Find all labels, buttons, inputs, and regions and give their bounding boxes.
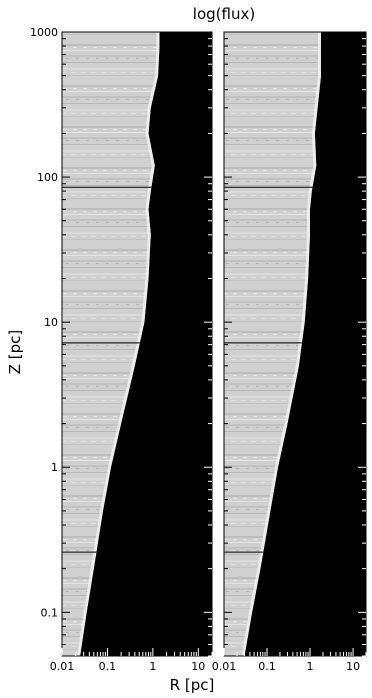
x-tick-label: 0.01 xyxy=(212,660,237,673)
y-tick-label: 1 xyxy=(51,461,58,474)
y-tick-label: 1000 xyxy=(30,26,58,39)
panel-frame xyxy=(223,31,367,657)
boundary-glow xyxy=(241,32,321,657)
y-tick-label: 10 xyxy=(44,316,58,329)
y-axis-label: Z [pc] xyxy=(6,330,24,375)
x-tick-label: 10 xyxy=(191,660,205,673)
y-tick-label: 0.1 xyxy=(41,606,59,619)
panel-left xyxy=(62,32,212,657)
x-tick-label: 0.1 xyxy=(99,660,117,673)
x-tick-label: 0.01 xyxy=(50,660,75,673)
x-tick-label: 1 xyxy=(149,660,156,673)
x-axis-label: R [pc] xyxy=(170,676,215,694)
y-tick-label: 100 xyxy=(37,171,58,184)
bright-region xyxy=(224,32,321,656)
panel-right xyxy=(224,32,366,657)
x-tick-label: 0.1 xyxy=(258,660,276,673)
x-tick-label: 10 xyxy=(346,660,360,673)
bright-region xyxy=(62,32,160,656)
axes: 0.01 0.1 1 10 0.01 0.1 1 10 0.1 1 10 100 1000 xyxy=(30,26,367,673)
boundary-glow xyxy=(77,32,160,657)
panel-frame xyxy=(61,31,213,657)
x-tick-label: 1 xyxy=(307,660,314,673)
chart-title: log(flux) xyxy=(193,5,255,23)
